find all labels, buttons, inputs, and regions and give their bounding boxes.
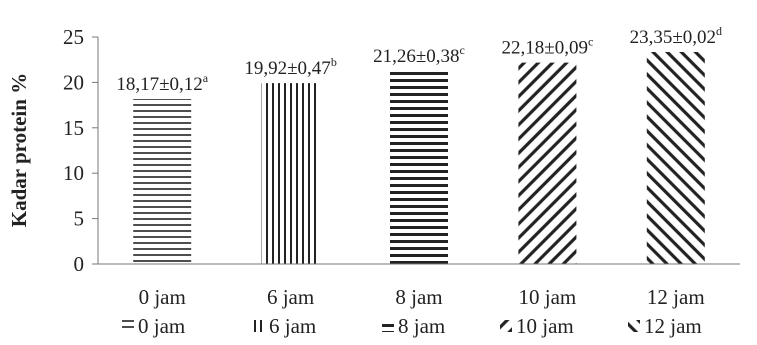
bar-value-label: 19,92±0,47b [244, 55, 336, 79]
legend-swatch [122, 320, 134, 332]
bar-value-label: 23,35±0,02d [630, 24, 722, 48]
legend: 0 jam 6 jam 8 jam 10 jam 12 jam [122, 314, 702, 338]
legend-label: 0 jam [138, 314, 185, 338]
legend-swatch [382, 320, 394, 332]
legend-swatch [500, 320, 512, 332]
bar [646, 51, 705, 265]
significance-letter: c [588, 35, 593, 49]
y-tick-label: 10 [63, 161, 84, 185]
bar-value-label: 22,18±0,09c [502, 35, 594, 59]
legend-item: 8 jam [382, 314, 445, 338]
x-tick-label: 10 jam [519, 285, 577, 309]
legend-swatch [253, 320, 265, 332]
y-tick-label: 20 [63, 70, 84, 94]
x-tick-label: 8 jam [395, 285, 442, 309]
legend-label: 12 jam [644, 314, 702, 338]
x-tick-label: 0 jam [139, 285, 186, 309]
bar-value-label: 18,17±0,12a [116, 71, 208, 95]
legend-label: 8 jam [398, 314, 445, 338]
bar [133, 99, 192, 264]
legend-swatch [628, 320, 640, 332]
significance-letter: a [203, 71, 209, 85]
bar-group: 18,17±0,12a [116, 71, 209, 264]
x-tick-label: 12 jam [647, 285, 705, 309]
bar [518, 62, 577, 265]
x-tick-label: 6 jam [267, 285, 314, 309]
x-axis: 0 jam 6 jam 8 jam 10 jam 12 jam [98, 263, 740, 309]
y-axis: 0 5 10 15 20 25 [63, 25, 99, 276]
significance-letter: c [460, 43, 465, 57]
significance-letter: d [716, 24, 722, 38]
legend-item: 10 jam [500, 314, 574, 338]
legend-label: 6 jam [269, 314, 316, 338]
y-tick-label: 15 [63, 116, 84, 140]
y-tick-label: 5 [74, 207, 85, 231]
legend-item: 0 jam [122, 314, 185, 338]
y-tick-label: 25 [63, 25, 84, 49]
bar-value-label: 21,26±0,38c [373, 43, 465, 67]
bars-group: 18,17±0,12a 19,92±0,47b 21,26±0,38c 22,18±0… [116, 24, 722, 265]
y-axis-label: Kadar protein % [7, 73, 31, 227]
bar-group: 21,26±0,38c [373, 43, 465, 264]
legend-item: 12 jam [628, 314, 702, 338]
bar-group: 23,35±0,02d [630, 24, 722, 265]
bar-group: 19,92±0,47b [244, 55, 337, 264]
legend-label: 10 jam [516, 314, 574, 338]
legend-item: 6 jam [253, 314, 316, 338]
y-tick-label: 0 [74, 252, 85, 276]
bar-group: 22,18±0,09c [502, 35, 594, 265]
bar [390, 70, 448, 264]
bar [261, 83, 320, 264]
significance-letter: b [331, 55, 337, 69]
